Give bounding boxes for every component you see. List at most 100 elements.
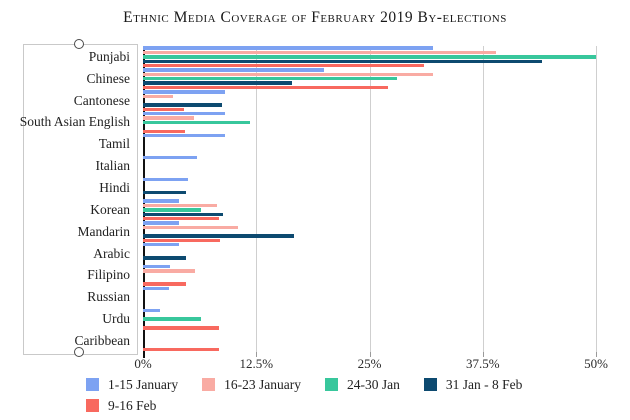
bar-filipino-1-15-january[interactable] (143, 264, 171, 269)
bar-filipino-9-16-feb[interactable] (143, 282, 186, 286)
selection-handle-top[interactable] (74, 39, 84, 49)
bar-arabic-31-jan-8-feb[interactable] (143, 256, 187, 260)
y-label-russian: Russian (87, 289, 130, 305)
bar-group-mandarin (143, 221, 596, 243)
gridline-37-5 (482, 46, 484, 352)
y-label-chinese: Chinese (86, 70, 131, 86)
x-tick-37-5 (482, 352, 484, 357)
bar-hindi-1-15-january[interactable] (143, 177, 189, 181)
bar-punjabi-16-23-january[interactable] (143, 50, 497, 55)
bar-cantonese-9-16-feb[interactable] (143, 107, 184, 112)
y-label-row-caribbean: Caribbean (0, 330, 137, 352)
bar-chinese-24-30-jan[interactable] (143, 77, 397, 81)
selection-handle-bottom[interactable] (74, 347, 84, 357)
bar-group-chinese (143, 68, 596, 90)
y-label-tamil: Tamil (98, 136, 130, 152)
x-tick-label-50: 50% (584, 356, 608, 371)
y-label-row-arabic: Arabic (0, 243, 137, 265)
legend-item-9-16-feb[interactable]: 9-16 Feb (86, 397, 156, 414)
bar-arabic-1-15-january[interactable] (143, 243, 180, 247)
bar-group-urdu (143, 308, 596, 330)
bar-mandarin-31-jan-8-feb[interactable] (143, 234, 295, 238)
y-label-row-urdu: Urdu (0, 308, 137, 330)
y-label-mandarin: Mandarin (77, 223, 130, 239)
chart-title: Ethnic Media Coverage of February 2019 B… (123, 9, 507, 26)
gridline-25 (369, 46, 371, 352)
bar-chinese-16-23-january[interactable] (143, 72, 433, 77)
bar-group-italian (143, 155, 596, 177)
gridline-12-5 (256, 46, 258, 352)
y-label-punjabi: Punjabi (88, 48, 130, 64)
bar-group-russian (143, 286, 596, 308)
legend-item-31-jan-8-feb[interactable]: 31 Jan - 8 Feb (423, 376, 522, 393)
bar-korean-31-jan-8-feb[interactable] (143, 212, 223, 216)
bar-italian-1-15-january[interactable] (143, 155, 198, 160)
bar-south-asian-english-9-16-feb[interactable] (143, 129, 185, 133)
bar-group-arabic (143, 243, 596, 265)
y-axis-labels: Punjabi Chinese Cantonese South Asian Engli… (0, 46, 137, 352)
bar-group-south-asian-english (143, 111, 596, 134)
bar-group-caribbean (143, 330, 596, 352)
bar-filipino-16-23-january[interactable] (143, 269, 195, 273)
legend-item-24-30-jan[interactable]: 24-30 Jan (324, 376, 400, 393)
legend-label-9-16-feb: 9-16 Feb (108, 397, 157, 413)
y-label-row-hindi: Hindi (0, 177, 137, 199)
bar-group-punjabi (143, 46, 596, 68)
y-label-row-korean: Korean (0, 199, 137, 221)
x-tick-0 (143, 352, 145, 358)
y-label-urdu: Urdu (102, 311, 130, 327)
bar-punjabi-9-16-feb[interactable] (143, 64, 424, 68)
plot-area (143, 46, 597, 358)
bar-mandarin-16-23-january[interactable] (143, 225, 239, 229)
x-tick-label-12-5: 12.5% (239, 356, 274, 371)
y-label-row-south-asian-english: South Asian English (0, 112, 137, 134)
bar-caribbean-9-16-feb[interactable] (143, 347, 220, 352)
bar-cantonese-16-23-january[interactable] (143, 94, 173, 98)
bar-group-filipino (143, 264, 596, 286)
bar-group-korean (143, 199, 596, 221)
bar-urdu-9-16-feb[interactable] (143, 326, 220, 330)
bar-chinese-1-15-january[interactable] (143, 68, 325, 72)
bar-cantonese-31-jan-8-feb[interactable] (143, 103, 222, 107)
bar-south-asian-english-1-15-january[interactable] (143, 111, 225, 116)
bar-tamil-1-15-january[interactable] (143, 133, 225, 138)
bar-hindi-31-jan-8-feb[interactable] (143, 190, 187, 195)
bar-rows (143, 46, 596, 352)
bar-korean-16-23-january[interactable] (143, 203, 218, 208)
bar-chinese-9-16-feb[interactable] (143, 85, 388, 90)
bar-chinese-31-jan-8-feb[interactable] (143, 81, 293, 85)
legend-swatch-1-15-january (86, 378, 99, 391)
bar-korean-24-30-jan[interactable] (143, 208, 201, 212)
x-tick-12-5 (256, 352, 258, 357)
bar-punjabi-24-30-jan[interactable] (143, 55, 596, 59)
bar-korean-9-16-feb[interactable] (143, 216, 220, 221)
bar-mandarin-1-15-january[interactable] (143, 221, 180, 225)
legend-item-1-15-january[interactable]: 1-15 January (86, 376, 178, 393)
legend-label-24-30-jan: 24-30 Jan (346, 376, 400, 392)
y-label-hindi: Hindi (99, 179, 130, 195)
x-tick-label-37-5: 37.5% (465, 356, 500, 371)
bar-russian-1-15-january[interactable] (143, 286, 170, 291)
bar-punjabi-1-15-january[interactable] (143, 46, 433, 50)
bar-south-asian-english-24-30-jan[interactable] (143, 120, 250, 125)
x-tick-label-0: 0% (134, 356, 152, 371)
legend-swatch-16-23-january (202, 378, 216, 391)
x-tick-50 (596, 352, 597, 357)
y-label-south-asian-english: South Asian English (19, 114, 130, 130)
legend-label-16-23-january: 16-23 January (224, 376, 301, 392)
bar-group-cantonese (143, 90, 596, 112)
bar-mandarin-9-16-feb[interactable] (143, 238, 220, 243)
bar-group-tamil (143, 133, 596, 155)
x-tick-25 (369, 352, 371, 357)
bar-urdu-24-30-jan[interactable] (143, 317, 201, 321)
y-label-arabic: Arabic (93, 245, 130, 261)
legend-item-16-23-january[interactable]: 16-23 January (202, 376, 301, 393)
y-label-korean: Korean (90, 201, 130, 217)
bar-korean-1-15-january[interactable] (143, 199, 180, 203)
bar-south-asian-english-16-23-january[interactable] (143, 116, 194, 120)
bar-cantonese-1-15-january[interactable] (143, 90, 225, 94)
bar-punjabi-31-jan-8-feb[interactable] (143, 59, 542, 63)
legend-swatch-24-30-jan (324, 378, 338, 391)
y-label-row-cantonese: Cantonese (0, 90, 137, 112)
bar-urdu-1-15-january[interactable] (143, 308, 161, 312)
